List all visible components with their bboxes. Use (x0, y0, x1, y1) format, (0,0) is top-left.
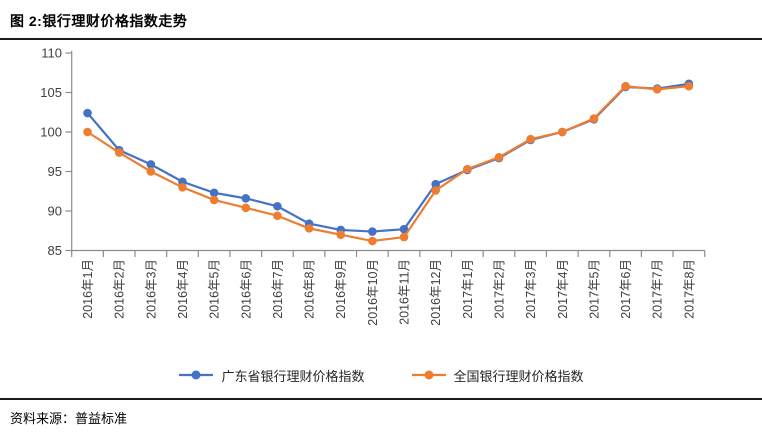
legend-label: 广东省银行理财价格指数 (221, 368, 365, 384)
footer-divider (0, 398, 762, 400)
data-point-series-2 (273, 211, 282, 221)
data-point-series-2 (621, 81, 630, 91)
x-tick-label: 2016年8月 (303, 259, 317, 319)
x-tick-label: 2017年6月 (619, 259, 633, 319)
series-line-1 (86, 82, 690, 233)
chart-title: 图 2:银行理财价格指数走势 (10, 13, 188, 29)
data-point-series-2 (463, 164, 472, 174)
data-point-series-1 (209, 188, 219, 198)
legend-label: 全国银行理财价格指数 (453, 368, 584, 384)
data-point-series-1 (368, 227, 377, 236)
data-point-series-1 (399, 224, 409, 234)
y-tick-label: 100 (40, 125, 62, 140)
data-point-series-2 (399, 232, 409, 242)
data-point-series-2 (526, 134, 535, 144)
legend-item: 全国银行理财价格指数 (411, 366, 584, 385)
data-point-series-2 (114, 148, 124, 157)
x-tick-label: 2017年7月 (651, 259, 665, 319)
data-point-series-2 (241, 203, 251, 213)
chart-legend: 广东省银行理财价格指数 全国银行理财价格指数 (0, 362, 762, 388)
x-tick-label: 2016年6月 (239, 259, 253, 319)
data-point-series-1 (431, 179, 440, 189)
y-tick-label: 105 (40, 85, 62, 100)
data-point-series-2 (336, 230, 346, 239)
x-tick-label: 2017年4月 (556, 259, 570, 319)
line-chart: 85 90 95 100 105 110 2016年1月 2016年2月 2016年3月 2016… (40, 46, 706, 326)
x-tick-label: 2017年1月 (461, 259, 475, 319)
x-tick-label: 2016年1月 (81, 259, 95, 319)
x-tick-label: 2017年5月 (587, 259, 601, 319)
data-point-series-1 (83, 108, 92, 118)
title-divider (0, 38, 762, 40)
data-point-series-1 (273, 201, 282, 211)
data-point-series-1 (146, 160, 156, 169)
source-note: 资料来源：普益标准 (10, 411, 128, 426)
y-tick-label: 110 (41, 46, 62, 61)
x-tick-label: 2016年11月 (398, 259, 412, 325)
legend-marker-icon (411, 370, 446, 380)
x-tick-label: 2016年10月 (366, 259, 380, 326)
y-tick-label: 95 (48, 164, 62, 179)
data-point-series-2 (684, 81, 694, 91)
x-tick-label: 2016年12月 (429, 259, 443, 326)
x-tick-label: 2017年8月 (682, 259, 696, 319)
y-tick-label: 90 (48, 204, 62, 219)
x-tick-label: 2017年3月 (524, 259, 538, 319)
x-tick-label: 2016年3月 (144, 259, 158, 319)
data-point-series-2 (557, 127, 567, 137)
data-point-series-2 (304, 224, 314, 233)
x-tick-label: 2017年2月 (492, 259, 506, 319)
data-point-series-2 (83, 127, 92, 137)
data-point-series-2 (494, 152, 504, 162)
data-point-series-2 (368, 236, 377, 246)
data-point-series-2 (589, 114, 599, 123)
x-tick-label: 2016年5月 (208, 259, 222, 319)
data-point-series-2 (209, 195, 219, 205)
data-point-series-2 (178, 183, 187, 192)
data-point-series-2 (431, 186, 440, 195)
x-tick-label: 2016年4月 (176, 259, 190, 319)
data-point-series-2 (146, 167, 156, 176)
series-line-2 (86, 85, 689, 243)
data-point-series-2 (652, 85, 662, 94)
legend-marker-icon (179, 370, 214, 380)
legend-item: 广东省银行理财价格指数 (178, 366, 365, 385)
x-tick-label: 2016年9月 (334, 259, 348, 319)
x-tick-label: 2016年2月 (113, 259, 127, 319)
y-tick-label: 85 (48, 243, 62, 258)
data-point-series-1 (241, 194, 251, 203)
x-tick-label: 2016年7月 (271, 259, 285, 319)
